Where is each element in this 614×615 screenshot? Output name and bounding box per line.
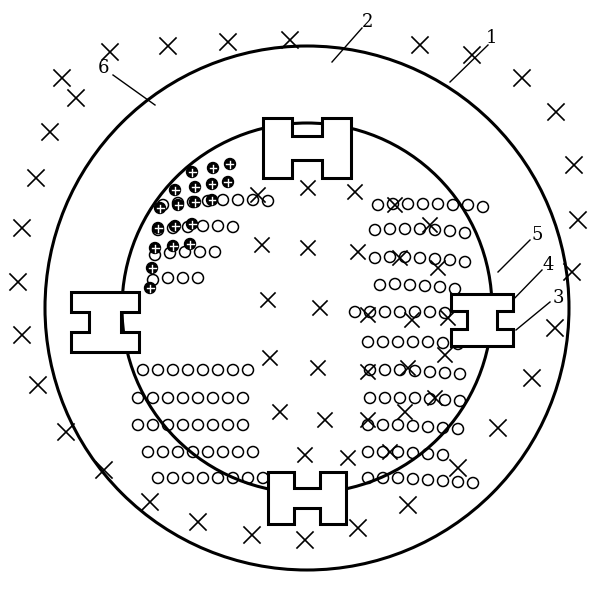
Circle shape [168,240,179,252]
Circle shape [152,223,163,234]
Circle shape [187,218,198,229]
Circle shape [206,194,217,205]
Circle shape [149,242,160,253]
Circle shape [225,159,236,170]
Circle shape [208,162,219,173]
Circle shape [173,199,184,210]
Circle shape [190,181,201,192]
Text: 4: 4 [542,256,554,274]
Text: 1: 1 [486,29,498,47]
Circle shape [187,167,198,178]
Circle shape [144,282,155,293]
Text: 3: 3 [552,289,564,307]
Polygon shape [263,118,351,178]
Circle shape [222,177,233,188]
Circle shape [169,184,181,196]
Polygon shape [268,472,346,524]
Circle shape [184,239,195,250]
Text: 6: 6 [97,59,109,77]
Text: 2: 2 [362,13,374,31]
Circle shape [169,221,181,231]
Circle shape [155,202,166,213]
Circle shape [206,178,217,189]
Polygon shape [71,292,139,352]
Circle shape [147,263,158,274]
Polygon shape [451,294,513,346]
Circle shape [190,197,201,207]
Text: 5: 5 [531,226,543,244]
